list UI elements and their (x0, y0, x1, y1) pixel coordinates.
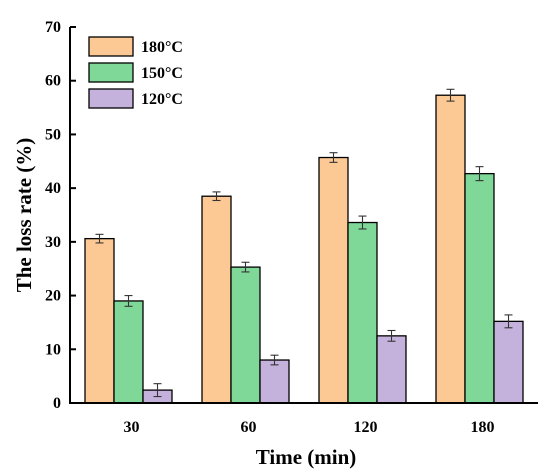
bar-180°C-60 (201, 195, 232, 404)
legend-swatch-120°C (88, 88, 134, 109)
error-bar-150°C-180 (475, 166, 484, 182)
y-tick-label: 0 (53, 395, 61, 412)
error-bars-group (95, 88, 513, 398)
bar-150°C-60 (230, 266, 261, 404)
error-bar-120°C-60 (270, 354, 279, 366)
x-tick-label: 30 (124, 419, 140, 436)
x-tick-label: 60 (241, 419, 257, 436)
bar-120°C-180 (493, 320, 524, 404)
bar-150°C-180 (464, 172, 495, 404)
error-bar-120°C-120 (387, 329, 396, 342)
error-bar-180°C-120 (329, 152, 338, 163)
x-tick-label: 120 (354, 419, 378, 436)
error-bar-120°C-180 (504, 314, 513, 329)
error-bar-180°C-180 (446, 88, 455, 102)
bar-150°C-30 (113, 300, 144, 404)
bar-180°C-180 (435, 94, 466, 404)
y-tick-label: 70 (45, 19, 61, 36)
error-bar-150°C-60 (241, 261, 250, 273)
bars-group (84, 94, 524, 404)
bar-120°C-60 (259, 359, 290, 404)
error-bar-150°C-120 (358, 215, 367, 230)
bar-120°C-120 (376, 335, 407, 404)
error-bar-180°C-60 (212, 191, 221, 202)
error-bar-180°C-30 (95, 233, 104, 244)
bar-150°C-120 (347, 221, 378, 404)
y-axis-title: The loss rate (%) (12, 138, 36, 293)
legend: 180°C 150°C 120°C (88, 36, 183, 109)
y-tick-label: 60 (45, 73, 61, 90)
bar-180°C-120 (318, 156, 349, 404)
y-tick-label: 40 (45, 180, 61, 197)
x-axis-title: Time (min) (256, 445, 357, 469)
axes-group: 0 10 20 30 40 50 60 70 30 60 120 180 (45, 19, 538, 436)
legend-label-150°C: 150°C (141, 65, 183, 82)
error-bar-120°C-30 (153, 383, 162, 398)
x-tick-label: 180 (471, 419, 495, 436)
y-tick-label: 30 (45, 234, 61, 251)
y-tick-label: 10 (45, 341, 61, 358)
legend-swatch-180°C (88, 36, 134, 57)
error-bar-150°C-30 (124, 295, 133, 307)
legend-label-120°C: 120°C (141, 91, 183, 108)
legend-swatch-150°C (88, 62, 134, 83)
bar-180°C-30 (84, 237, 115, 404)
y-tick-label: 20 (45, 288, 61, 305)
legend-label-180°C: 180°C (141, 39, 183, 56)
y-tick-label: 50 (45, 126, 61, 143)
